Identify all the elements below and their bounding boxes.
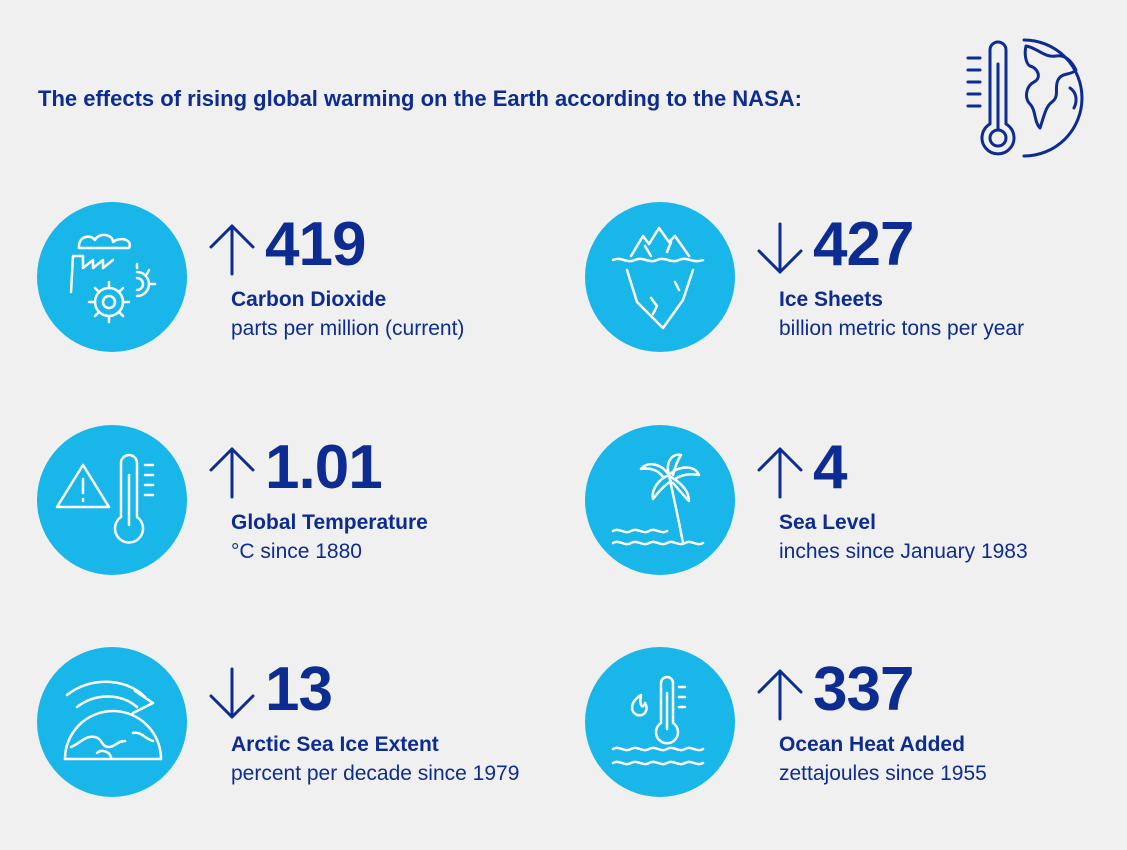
arrow-up-icon	[757, 669, 803, 721]
factory-gears-icon	[37, 202, 187, 352]
metric-description: parts per million (current)	[231, 317, 465, 340]
globe-arrow-icon	[37, 647, 187, 797]
flame-thermometer-waves-icon	[585, 647, 735, 797]
metric-label: Sea Level	[779, 511, 876, 534]
metric-label: Global Temperature	[231, 511, 428, 534]
metric-value: 337	[813, 655, 914, 724]
metric-card-global-temperature: 1.01 Global Temperature °C since 1880	[37, 425, 577, 577]
metric-value: 4	[813, 433, 847, 502]
metric-card-sea-level: 4 Sea Level inches since January 1983	[585, 425, 1125, 577]
iceberg-icon	[585, 202, 735, 352]
metric-label: Arctic Sea Ice Extent	[231, 733, 439, 756]
arrow-down-icon	[209, 667, 255, 719]
metric-value: 427	[813, 210, 914, 279]
thermometer-globe-icon	[960, 36, 1095, 166]
arrow-up-icon	[209, 224, 255, 276]
metric-value: 419	[265, 210, 366, 279]
metric-card-arctic-sea-ice: 13 Arctic Sea Ice Extent percent per dec…	[37, 647, 577, 799]
metric-description: inches since January 1983	[779, 540, 1028, 563]
metric-description: percent per decade since 1979	[231, 762, 520, 785]
metric-description: °C since 1880	[231, 540, 362, 563]
palm-tree-waves-icon	[585, 425, 735, 575]
metric-label: Ocean Heat Added	[779, 733, 965, 756]
metric-value: 13	[265, 655, 333, 724]
arrow-up-icon	[757, 447, 803, 499]
metric-label: Carbon Dioxide	[231, 288, 387, 311]
warning-thermometer-icon	[37, 425, 187, 575]
metric-description: zettajoules since 1955	[779, 762, 987, 785]
arrow-up-icon	[209, 447, 255, 499]
metric-card-ocean-heat: 337 Ocean Heat Added zettajoules since 1…	[585, 647, 1125, 799]
metric-card-ice-sheets: 427 Ice Sheets billion metric tons per y…	[585, 202, 1125, 354]
page-title: The effects of rising global warming on …	[38, 86, 802, 111]
metric-description: billion metric tons per year	[779, 317, 1025, 340]
metric-card-carbon-dioxide: 419 Carbon Dioxide parts per million (cu…	[37, 202, 577, 354]
metric-value: 1.01	[265, 433, 383, 502]
metric-label: Ice Sheets	[779, 288, 883, 311]
arrow-down-icon	[757, 222, 803, 274]
